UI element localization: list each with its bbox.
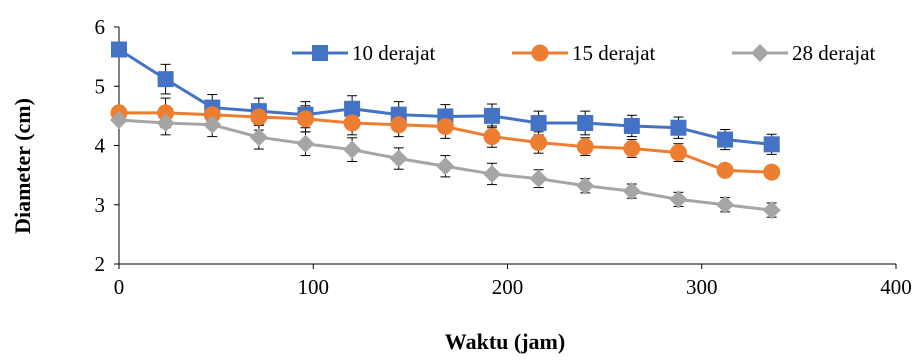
x-tick-label: 300 [686, 275, 718, 299]
data-point-15-derajat [716, 161, 734, 179]
data-point-10-derajat [344, 100, 361, 117]
data-point-15-derajat [157, 104, 175, 122]
y-tick-label: 2 [95, 252, 106, 276]
data-point-28-derajat [576, 176, 595, 195]
series-markers [110, 41, 781, 220]
data-point-28-derajat [669, 190, 688, 209]
data-point-28-derajat [482, 164, 501, 183]
legend-label-10-derajat: 10 derajat [352, 41, 436, 65]
data-point-15-derajat [669, 144, 687, 162]
legend: 10 derajat 15 derajat 28 derajat [292, 41, 876, 65]
x-tick-label: 100 [298, 275, 330, 299]
data-point-10-derajat [483, 107, 500, 124]
legend-marker-10-derajat [312, 45, 328, 61]
data-point-10-derajat [763, 136, 780, 153]
legend-marker-28-derajat [751, 44, 769, 62]
data-point-15-derajat [390, 116, 408, 134]
data-point-28-derajat [389, 149, 408, 168]
x-tick-label: 400 [880, 275, 912, 299]
y-tick-label: 3 [95, 193, 106, 217]
data-point-28-derajat [249, 128, 268, 147]
legend-label-28-derajat: 28 derajat [792, 41, 876, 65]
y-tick-label: 4 [95, 134, 106, 158]
axes: 2 3 4 5 6 0 100 200 300 400 [95, 15, 912, 299]
data-point-15-derajat [763, 163, 781, 181]
legend-label-15-derajat: 15 derajat [572, 41, 656, 65]
data-point-28-derajat [622, 182, 641, 201]
data-point-28-derajat [529, 169, 548, 188]
data-point-28-derajat [296, 134, 315, 153]
data-point-10-derajat [157, 71, 174, 88]
data-point-10-derajat [670, 119, 687, 136]
data-point-15-derajat [623, 139, 641, 157]
data-point-10-derajat [623, 117, 640, 134]
y-tick-label: 5 [95, 74, 106, 98]
data-point-28-derajat [203, 115, 222, 134]
data-point-10-derajat [577, 114, 594, 131]
data-point-15-derajat [483, 128, 501, 146]
data-point-10-derajat [717, 131, 734, 148]
data-point-28-derajat [156, 113, 175, 132]
x-tick-label: 0 [114, 275, 125, 299]
data-point-28-derajat [716, 195, 735, 214]
data-point-15-derajat [296, 110, 314, 128]
data-point-28-derajat [343, 140, 362, 159]
data-point-10-derajat [530, 114, 547, 131]
legend-marker-15-derajat [531, 44, 549, 62]
y-axis-title: Diameter (cm) [10, 98, 35, 234]
data-point-15-derajat [576, 138, 594, 156]
x-axis-title: Waktu (jam) [445, 329, 565, 354]
data-point-28-derajat [110, 111, 128, 130]
data-point-15-derajat [343, 114, 361, 132]
y-tick-label: 6 [95, 15, 106, 39]
data-point-15-derajat [203, 106, 221, 124]
data-point-10-derajat [111, 41, 127, 58]
data-point-15-derajat [436, 118, 454, 136]
data-point-15-derajat [250, 108, 268, 126]
data-point-15-derajat [530, 134, 548, 152]
x-tick-label: 200 [492, 275, 524, 299]
data-point-28-derajat [436, 157, 455, 176]
data-point-28-derajat [762, 201, 781, 220]
